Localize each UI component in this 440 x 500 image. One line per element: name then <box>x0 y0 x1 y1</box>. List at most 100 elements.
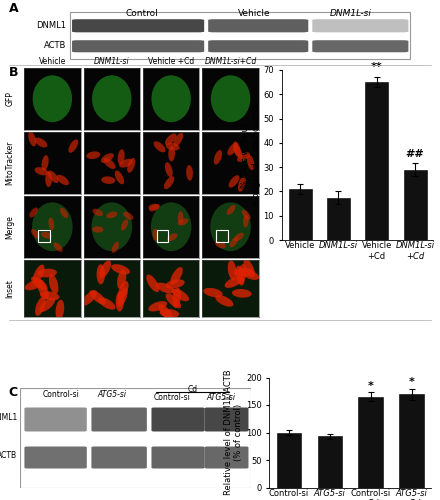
Text: ##: ## <box>406 148 424 158</box>
Ellipse shape <box>92 76 132 122</box>
Ellipse shape <box>32 202 73 251</box>
Ellipse shape <box>17 270 37 278</box>
Ellipse shape <box>164 162 177 169</box>
Ellipse shape <box>88 174 101 183</box>
Text: *: * <box>409 377 414 387</box>
Ellipse shape <box>158 270 175 284</box>
Bar <box>359 397 383 488</box>
Ellipse shape <box>227 278 237 298</box>
Ellipse shape <box>25 300 44 309</box>
Ellipse shape <box>65 170 76 182</box>
FancyBboxPatch shape <box>70 12 411 60</box>
Ellipse shape <box>117 238 127 246</box>
Bar <box>403 170 426 240</box>
Ellipse shape <box>166 174 179 184</box>
FancyBboxPatch shape <box>312 19 408 32</box>
Ellipse shape <box>242 301 256 318</box>
Ellipse shape <box>148 208 157 217</box>
Text: Merge: Merge <box>5 215 14 238</box>
Ellipse shape <box>54 169 64 182</box>
Ellipse shape <box>27 285 40 302</box>
Text: *: * <box>368 380 374 390</box>
FancyBboxPatch shape <box>151 446 205 468</box>
Ellipse shape <box>151 279 162 298</box>
FancyBboxPatch shape <box>92 446 147 468</box>
Ellipse shape <box>143 164 156 174</box>
Text: Vehicle: Vehicle <box>39 57 66 66</box>
Ellipse shape <box>206 179 220 188</box>
Ellipse shape <box>177 168 184 184</box>
Ellipse shape <box>29 240 37 250</box>
Ellipse shape <box>208 138 221 146</box>
Bar <box>318 436 342 488</box>
Ellipse shape <box>205 148 214 162</box>
Ellipse shape <box>169 148 180 160</box>
Text: Control-si: Control-si <box>43 390 80 399</box>
Ellipse shape <box>220 273 233 290</box>
Ellipse shape <box>204 288 220 302</box>
Text: ATG5-si: ATG5-si <box>206 393 235 402</box>
Text: DNM1L-si: DNM1L-si <box>330 9 371 18</box>
Bar <box>277 432 301 488</box>
Ellipse shape <box>55 288 64 307</box>
Ellipse shape <box>110 208 118 219</box>
Ellipse shape <box>232 296 250 308</box>
Ellipse shape <box>66 205 74 215</box>
Text: ACTB: ACTB <box>44 40 66 50</box>
Ellipse shape <box>115 288 132 302</box>
Text: B: B <box>9 66 18 79</box>
Text: Vehicle: Vehicle <box>238 9 271 18</box>
Text: DNM1L-si: DNM1L-si <box>94 57 129 66</box>
Ellipse shape <box>125 174 138 184</box>
Ellipse shape <box>150 291 158 311</box>
Ellipse shape <box>212 300 230 312</box>
Bar <box>289 189 312 240</box>
Ellipse shape <box>123 180 134 193</box>
Ellipse shape <box>64 162 73 176</box>
Bar <box>365 82 388 240</box>
Y-axis label: Relative level of DNM1L/ACTB
(% of control): Relative level of DNM1L/ACTB (% of contr… <box>224 370 243 496</box>
Ellipse shape <box>92 202 132 251</box>
Ellipse shape <box>149 175 160 187</box>
Ellipse shape <box>218 159 226 174</box>
Ellipse shape <box>99 233 104 245</box>
Ellipse shape <box>22 266 41 274</box>
Ellipse shape <box>147 262 162 278</box>
Text: Cd: Cd <box>188 385 198 394</box>
Ellipse shape <box>41 283 58 296</box>
Text: ATG5-si: ATG5-si <box>98 390 127 399</box>
Ellipse shape <box>101 154 114 164</box>
Ellipse shape <box>38 220 44 233</box>
FancyBboxPatch shape <box>92 408 147 432</box>
Ellipse shape <box>58 268 66 288</box>
Text: C: C <box>9 386 18 399</box>
Ellipse shape <box>50 183 64 191</box>
FancyBboxPatch shape <box>72 19 204 32</box>
Ellipse shape <box>225 238 232 250</box>
Ellipse shape <box>109 180 120 192</box>
Ellipse shape <box>166 233 172 245</box>
Ellipse shape <box>33 76 72 122</box>
Text: DNML1: DNML1 <box>36 20 66 30</box>
FancyBboxPatch shape <box>205 446 249 468</box>
FancyBboxPatch shape <box>312 40 408 52</box>
Ellipse shape <box>183 214 190 226</box>
Ellipse shape <box>151 76 191 122</box>
Ellipse shape <box>143 270 151 289</box>
Text: GFP: GFP <box>5 92 14 106</box>
Text: MitoTracker: MitoTracker <box>5 140 14 185</box>
Ellipse shape <box>22 284 36 300</box>
Ellipse shape <box>46 218 57 225</box>
Ellipse shape <box>234 172 241 187</box>
Ellipse shape <box>41 274 50 293</box>
Text: **: ** <box>371 62 382 72</box>
Ellipse shape <box>153 279 167 295</box>
Ellipse shape <box>51 238 62 244</box>
Ellipse shape <box>62 144 76 152</box>
Ellipse shape <box>211 76 250 122</box>
Text: DNML1: DNML1 <box>0 413 18 422</box>
FancyBboxPatch shape <box>20 388 251 488</box>
Ellipse shape <box>174 212 184 220</box>
Text: Control-si: Control-si <box>154 393 191 402</box>
Ellipse shape <box>210 202 251 251</box>
